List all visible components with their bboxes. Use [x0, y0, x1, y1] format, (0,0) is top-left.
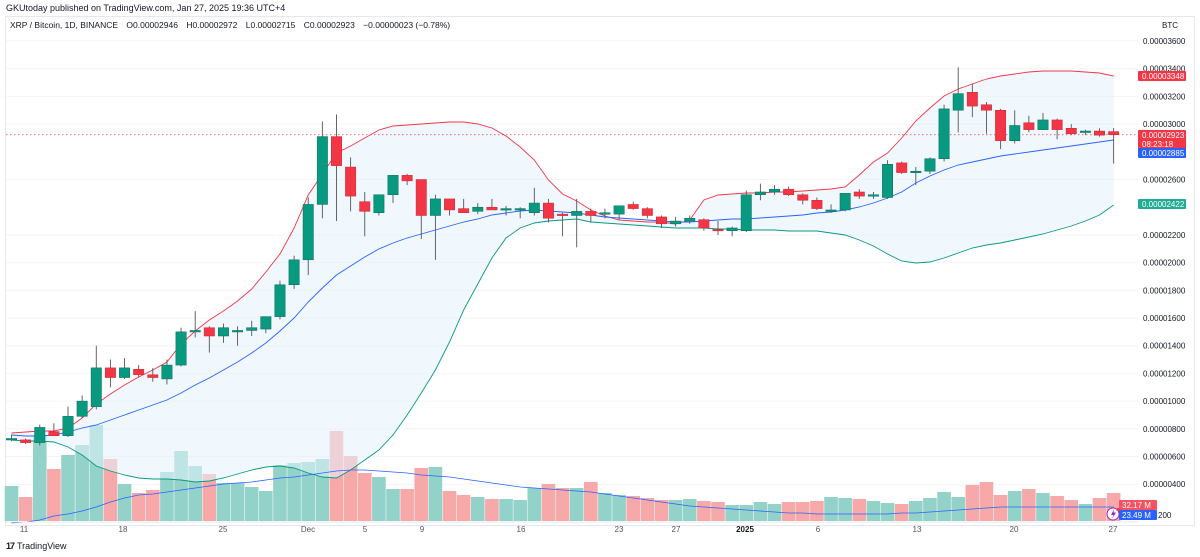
- volume-ma-badge-text: 23.49 M: [1122, 511, 1151, 520]
- basis-badge: [1138, 148, 1186, 158]
- price-tick: 0.00003200: [1143, 92, 1186, 101]
- upper-band-badge: [1138, 71, 1186, 81]
- tradingview-logo[interactable]: 17 TradingView: [6, 541, 67, 551]
- price-tick: 0.00002200: [1143, 231, 1186, 240]
- candles: [6, 67, 1120, 446]
- upper-band-badge-text: 0.00003348: [1142, 72, 1185, 81]
- volume-badge-text: 32.17 M: [1122, 501, 1151, 510]
- publisher-line: GKUtoday published on TradingView.com, J…: [6, 3, 286, 13]
- legend-low: L0.00002715: [245, 20, 296, 30]
- time-tick: 6: [816, 525, 821, 534]
- time-tick: 18: [119, 525, 128, 534]
- price-tick: 0.00003000: [1143, 120, 1186, 129]
- price-tick: 0.00000800: [1143, 425, 1186, 434]
- volume-badge: [1119, 500, 1157, 510]
- legend-close: C0.00002923: [303, 20, 355, 30]
- alert-lightning-icon[interactable]: [1106, 507, 1120, 521]
- countdown-text: 08:23:18: [1142, 140, 1174, 149]
- bollinger-fill: [11, 71, 1114, 482]
- price-tick: 0.00001200: [1143, 369, 1186, 378]
- time-tick: 5: [363, 525, 368, 534]
- volume-ma-line: [11, 469, 1114, 524]
- legend-symbol: XRP / Bitcoin, 1D, BINANCE: [10, 20, 119, 30]
- price-tick: 0.00001800: [1143, 286, 1186, 295]
- partial-tick: 200: [1158, 511, 1172, 520]
- time-tick: 13: [913, 525, 922, 534]
- price-tick: 0.00001000: [1143, 397, 1186, 406]
- time-tick: 23: [615, 525, 624, 534]
- price-tick: 0.00001600: [1143, 314, 1186, 323]
- time-tick: 27: [1109, 525, 1118, 534]
- time-tick: 25: [219, 525, 228, 534]
- time-tick: 16: [517, 525, 526, 534]
- price-tick: 0.00000400: [1143, 480, 1186, 489]
- time-tick: 27: [672, 525, 681, 534]
- bollinger-basis-line: [11, 139, 1114, 437]
- time-tick: 20: [1010, 525, 1019, 534]
- lower-band-badge-text: 0.00002422: [1142, 200, 1185, 209]
- price-tick: 0.00003600: [1143, 37, 1186, 46]
- legend-change: −0.00000023 (−0.78%): [363, 20, 451, 30]
- time-tick: 9: [420, 525, 425, 534]
- price-scale[interactable]: [1139, 17, 1194, 525]
- chart-frame: [5, 16, 1195, 526]
- time-tick: 2025: [736, 525, 754, 534]
- price-scale-currency: BTC: [1162, 21, 1178, 30]
- basis-badge-text: 0.00002885: [1142, 149, 1185, 158]
- lower-band-badge: [1138, 199, 1186, 209]
- price-tick: 0.00000600: [1143, 453, 1186, 462]
- time-tick: 11: [20, 525, 29, 534]
- volume-ma-badge: [1119, 510, 1157, 520]
- tradingview-logo-icon: 17: [6, 541, 15, 551]
- price-tick: 0.00003400: [1143, 65, 1186, 74]
- tradingview-logo-text: TradingView: [17, 541, 67, 551]
- ohlc-legend: XRP / Bitcoin, 1D, BINANCE O0.00002946 H…: [10, 20, 456, 30]
- legend-open: O0.00002946: [126, 20, 178, 30]
- last-price-text: 0.00002923: [1142, 131, 1185, 140]
- last-price-badge: [1138, 130, 1186, 150]
- price-tick: 0.00002600: [1143, 176, 1186, 185]
- price-tick: 0.00002000: [1143, 259, 1186, 268]
- time-tick: Dec: [301, 525, 315, 534]
- price-tick: 0.00001400: [1143, 342, 1186, 351]
- legend-high: H0.00002972: [186, 20, 238, 30]
